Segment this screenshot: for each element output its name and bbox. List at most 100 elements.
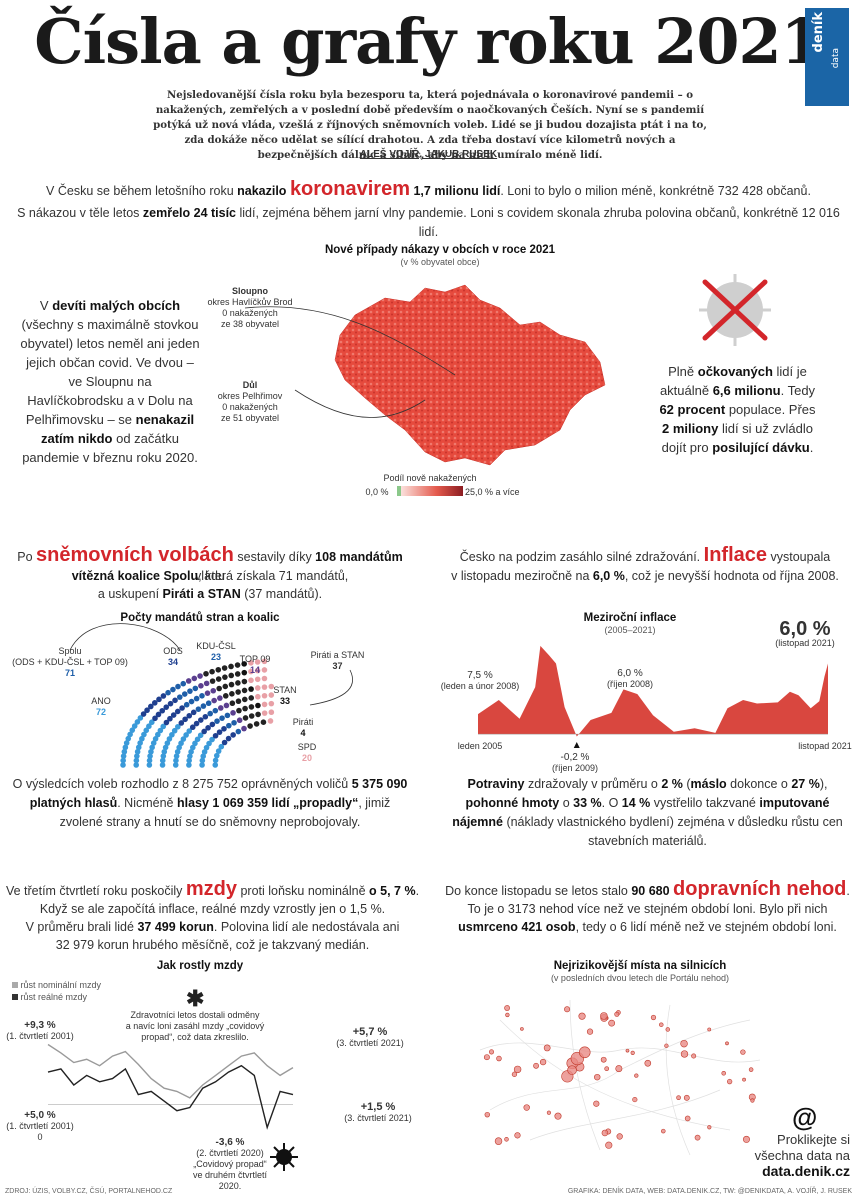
seat bbox=[180, 680, 187, 687]
seat bbox=[179, 705, 185, 711]
seat bbox=[209, 736, 215, 743]
denik-data-logo[interactable]: deník data bbox=[805, 8, 849, 106]
covid-map[interactable] bbox=[244, 280, 615, 466]
seat bbox=[183, 732, 189, 738]
seat bbox=[170, 712, 177, 718]
seat bbox=[134, 719, 141, 725]
wages-lead-4: 32 979 korun hrubého měsíčně, což je tak… bbox=[55, 938, 370, 952]
elections-lead-2: vítězná koalice Spolu, která získala 71 … bbox=[71, 569, 349, 583]
accident-hotspot bbox=[650, 1014, 657, 1021]
seat bbox=[190, 709, 197, 716]
party-label-kdu-sl: KDU-ČSL 23 bbox=[196, 641, 236, 662]
seat bbox=[192, 685, 199, 692]
wages-note: Zdravotníci letos dostali odměny a navíc… bbox=[125, 1010, 265, 1042]
seat bbox=[241, 678, 248, 685]
seat bbox=[180, 736, 187, 742]
seats-kdu-sl bbox=[165, 680, 242, 735]
wages-annotation-covid-drop: -3,6 % (2. čtvrtletí 2020) „Covidový propa… bbox=[192, 1137, 268, 1191]
accident-hotspot bbox=[661, 1128, 666, 1134]
seat bbox=[214, 718, 220, 724]
seat bbox=[201, 749, 208, 755]
seat bbox=[160, 723, 167, 730]
seat bbox=[192, 740, 198, 747]
seat bbox=[155, 731, 161, 738]
seat bbox=[191, 675, 198, 682]
seat bbox=[194, 736, 201, 743]
wages-legend-real: růst reálné mzdy bbox=[12, 992, 87, 1002]
accidents-lead-3: usmrceno 421 osob, tedy o 6 lidí méně ne… bbox=[458, 920, 837, 934]
seats-top-09 bbox=[185, 673, 247, 732]
label-spolu: Spolu (ODS + KDU-ČSL + TOP 09) 71 bbox=[12, 646, 128, 678]
seat bbox=[199, 757, 206, 764]
accidents-map-title: Nejrizikovější místa na silnicích bbox=[553, 960, 727, 972]
accidents-lead-1: Do konce listopadu se letos stalo 90 680… bbox=[445, 878, 850, 900]
seat bbox=[127, 731, 133, 738]
seat bbox=[129, 727, 136, 733]
seat bbox=[181, 691, 188, 697]
map-legend-min: 0,0 % bbox=[365, 487, 389, 497]
wages-chart-title: Jak rostly mzdy bbox=[156, 960, 244, 972]
seat bbox=[176, 694, 183, 700]
data-link-text: Proklikejte si všechna data na bbox=[754, 1132, 850, 1163]
seat bbox=[254, 659, 261, 665]
accident-hotspot bbox=[634, 1073, 639, 1078]
seat bbox=[248, 686, 254, 692]
label-pirati-stan: Piráti a STAN 37 bbox=[310, 650, 365, 671]
data-link-url[interactable]: data.denik.cz bbox=[762, 1163, 850, 1179]
accident-hotspot bbox=[691, 1053, 697, 1059]
seat bbox=[199, 693, 205, 699]
seat bbox=[254, 667, 261, 674]
annotation-dul: Důl okres Pelhřimov 0 nakažených ze 51 ob… bbox=[217, 380, 283, 423]
triangle-up-icon bbox=[573, 742, 580, 748]
map-legend-title: Podíl nově nakažených bbox=[383, 473, 477, 483]
seat bbox=[164, 740, 171, 746]
seat bbox=[215, 676, 222, 682]
seat bbox=[255, 693, 261, 700]
accident-hotspot bbox=[483, 1054, 490, 1061]
asterisk-icon: ✱ bbox=[186, 986, 205, 1011]
seat bbox=[241, 661, 247, 667]
accident-hotspot bbox=[664, 1043, 669, 1048]
accident-hotspot bbox=[748, 1067, 754, 1072]
authors-link[interactable]: ALEŠ VOJÍŘ, JAKUB RUSEK bbox=[359, 149, 498, 160]
accidents-map-subtitle: (v posledních dvou letech dle Portálu ne… bbox=[550, 973, 730, 983]
seat bbox=[120, 753, 127, 759]
wages-chart[interactable] bbox=[47, 1040, 294, 1140]
seat bbox=[221, 725, 227, 732]
accident-hotspot bbox=[511, 1071, 518, 1077]
seat bbox=[242, 715, 249, 721]
seat bbox=[235, 728, 242, 735]
accident-hotspot bbox=[676, 1095, 681, 1101]
seat bbox=[148, 703, 154, 710]
seat bbox=[267, 718, 274, 724]
seat bbox=[268, 709, 275, 716]
accidents-map[interactable] bbox=[470, 990, 770, 1160]
seat bbox=[261, 684, 268, 690]
accident-hotspot bbox=[564, 1006, 571, 1013]
accident-hotspot bbox=[630, 1050, 635, 1056]
seat bbox=[152, 715, 158, 722]
seat bbox=[225, 735, 232, 742]
seat bbox=[235, 680, 241, 686]
seat bbox=[121, 748, 128, 755]
inflation-chart[interactable] bbox=[477, 640, 829, 748]
seat bbox=[123, 740, 130, 746]
seat bbox=[206, 740, 212, 747]
seat bbox=[253, 721, 260, 727]
seat bbox=[167, 700, 174, 707]
accident-hotspot bbox=[615, 1065, 623, 1073]
seats-chart[interactable] bbox=[110, 655, 310, 775]
seat bbox=[261, 701, 268, 708]
seat bbox=[195, 706, 202, 712]
seat bbox=[178, 720, 185, 726]
accident-hotspot bbox=[505, 1012, 510, 1018]
seat bbox=[183, 701, 190, 708]
inflation-lead-1: Česko na podzim zasáhlo silné zdražování… bbox=[459, 544, 831, 566]
accident-hotspot bbox=[616, 1133, 623, 1140]
accident-hotspot bbox=[496, 1055, 502, 1062]
seat bbox=[172, 762, 179, 768]
seat bbox=[216, 729, 223, 735]
seat bbox=[228, 681, 235, 688]
inflation-area bbox=[478, 645, 828, 737]
seat bbox=[173, 753, 180, 759]
